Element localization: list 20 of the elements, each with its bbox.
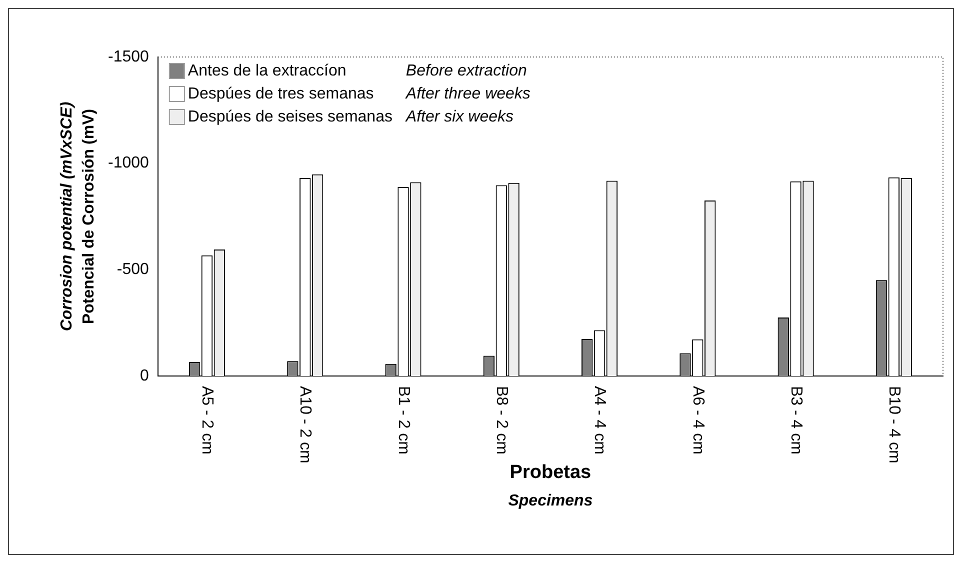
x-tick-label: B1 - 2 cm xyxy=(394,386,412,454)
annotation: Before extraction xyxy=(406,62,527,80)
x-tick-label: A6 - 4 cm xyxy=(689,386,706,454)
y-tick-label: -1000 xyxy=(108,154,150,172)
y-tick-label: -1500 xyxy=(108,48,150,66)
x-tick-label: B8 - 2 cm xyxy=(492,386,510,454)
legend-label: Despúes de tres semanas xyxy=(188,85,374,102)
y-axis-title: Corrosion potential (mVxSCE) Potencial de Corrosión (mV) xyxy=(58,102,98,332)
x-axis-title: Probetas Specimens xyxy=(508,462,593,510)
x-tick-label: A10 - 2 cm xyxy=(296,386,314,464)
x-tick-label: A4 - 4 cm xyxy=(591,386,608,454)
legend-label: Antes de la extraccíon xyxy=(188,62,346,80)
y-tick-label: -500 xyxy=(116,261,150,278)
x-tick-label: A5 - 2 cm xyxy=(198,386,216,454)
x-tick-label: B10 - 4 cm xyxy=(886,386,903,464)
y-tick-label: 0 xyxy=(140,367,150,384)
x-tick-label: B3 - 4 cm xyxy=(787,386,804,454)
annotation: After six weeks xyxy=(404,108,514,126)
legend-label: Despúes de seises semanas xyxy=(188,108,392,126)
annotation: After three weeks xyxy=(404,85,530,102)
